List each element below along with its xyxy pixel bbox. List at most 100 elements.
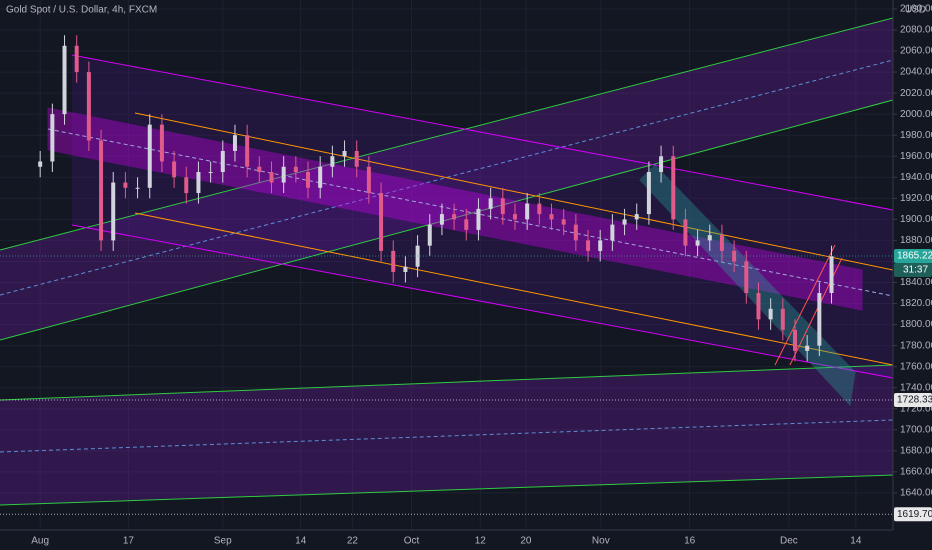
y-tick-label: 2080.00 (900, 25, 932, 36)
candle-body (74, 45, 79, 73)
candle-body (659, 156, 664, 173)
candle-body (220, 150, 225, 173)
x-tick-label: 16 (684, 536, 696, 547)
channel-fill (72, 55, 893, 378)
y-tick-label: 1820.00 (900, 298, 932, 309)
candle-body (257, 166, 262, 173)
x-tick-label: 20 (520, 536, 532, 547)
channel-line (71, 224, 894, 379)
y-tick-label: 2100.00 (900, 4, 932, 15)
y-tick-label: 1960.00 (900, 151, 932, 162)
candle-body (99, 140, 104, 241)
candle-body (38, 161, 43, 167)
candle-body (792, 329, 797, 351)
candle-body (342, 150, 347, 157)
trend-line (134, 212, 894, 366)
candle-body (452, 214, 457, 220)
y-tick-label: 2040.00 (900, 67, 932, 78)
x-tick-label: 14 (850, 536, 862, 547)
candle-body (318, 166, 323, 188)
price-badge (894, 507, 932, 522)
candle-body (111, 182, 116, 241)
candle-body (512, 214, 517, 220)
x-tick-label: 22 (347, 536, 359, 547)
candle-body (293, 166, 298, 173)
candle-body (86, 72, 91, 141)
y-tick-label: 1980.00 (900, 130, 932, 141)
candle-body (780, 308, 785, 330)
y-tick-label: 1700.00 (900, 424, 932, 435)
trend-line (0, 17, 894, 251)
candle-body (695, 240, 700, 246)
candle-body (50, 114, 55, 162)
currency: USD (905, 5, 926, 16)
y-tick-label: 1660.00 (900, 467, 932, 478)
candle-body (707, 235, 712, 241)
y-tick-label: 1940.00 (900, 172, 932, 183)
trend-line (0, 99, 894, 341)
candle-body (586, 240, 591, 251)
candle-body (123, 182, 128, 188)
x-tick-label: Nov (592, 536, 610, 547)
y-tick-label: 1900.00 (900, 214, 932, 225)
y-tick-label: 1640.00 (900, 488, 932, 499)
candle-body (147, 124, 152, 188)
chart-title: Gold Spot / U.S. Dollar, 4h, FXCM (6, 5, 157, 16)
countdown-badge (894, 262, 932, 277)
y-tick-label: 1840.00 (900, 277, 932, 288)
candle-body (671, 156, 676, 220)
grid (0, 0, 893, 530)
y-tick-label: 1800.00 (900, 319, 932, 330)
candle-body (330, 156, 335, 167)
candle-body (232, 135, 237, 151)
candle-body (756, 293, 761, 320)
candle-body (306, 172, 311, 188)
candle-body (391, 250, 396, 272)
candle-body (245, 135, 250, 167)
candle-body (549, 214, 554, 220)
trend-line (0, 474, 894, 506)
candle-body (805, 345, 810, 351)
candle-body (817, 293, 822, 346)
trend-line (0, 364, 894, 401)
rising-channel (774, 244, 836, 366)
candle-body (744, 261, 749, 294)
y-tick-label: 2000.00 (900, 109, 932, 120)
candle-body (537, 203, 542, 215)
upper-fan-fill (0, 18, 893, 340)
price-badge (894, 248, 932, 263)
y-tick-label: 1880.00 (900, 235, 932, 246)
x-tick-label: 12 (475, 536, 487, 547)
candle-body (634, 214, 639, 220)
candle-body (598, 240, 603, 251)
x-tick-label: 17 (123, 536, 135, 547)
candle-body (379, 193, 384, 251)
candle-body (573, 224, 578, 241)
candle-body (500, 198, 505, 215)
candle-body (281, 166, 286, 183)
candle-body (354, 150, 359, 167)
candle-body (172, 161, 177, 178)
candle-body (366, 166, 371, 194)
y-tick-label: 1720.00 (900, 403, 932, 414)
band-center (47, 128, 894, 297)
candle-body (476, 208, 481, 230)
candle-body (439, 214, 444, 225)
x-tick-label: Dec (780, 536, 798, 547)
y-tick-label: 2060.00 (900, 46, 932, 57)
candle-body (159, 124, 164, 162)
x-tick-label: Aug (31, 536, 49, 547)
trend-line (0, 419, 894, 453)
price-badge-label: 1865.22 (897, 251, 932, 262)
trend-line (134, 112, 894, 271)
candle-body (464, 219, 469, 230)
candle-body (427, 224, 432, 246)
candle-body (719, 235, 724, 251)
candle-body (829, 256, 834, 294)
candle-body (561, 219, 566, 225)
candle-body (184, 177, 189, 194)
y-tick-label: 1740.00 (900, 382, 932, 393)
